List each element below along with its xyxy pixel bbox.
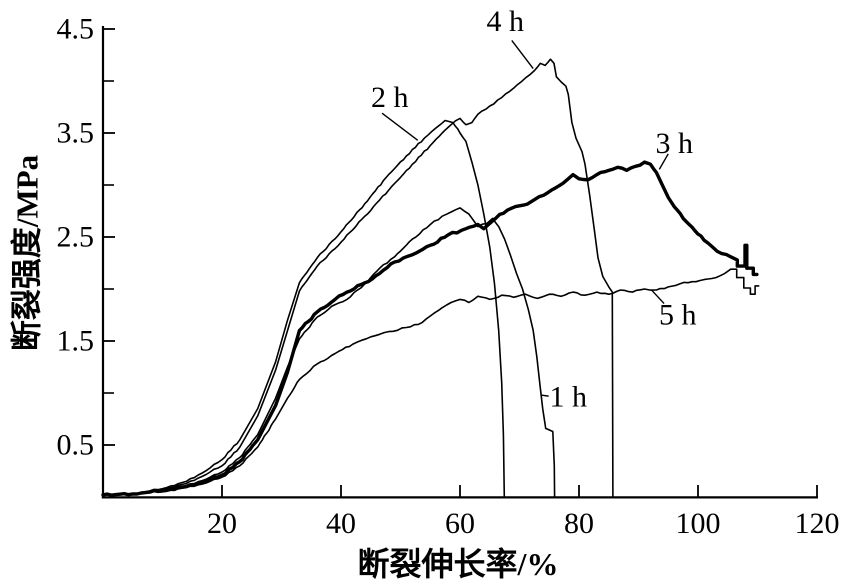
x-axis-title: 断裂伸长率/% <box>357 546 559 582</box>
x-tick-label: 100 <box>676 507 721 540</box>
curve-4h <box>102 58 614 498</box>
annotation-leader-3h <box>658 153 669 170</box>
annotation-leader-4h <box>511 40 534 69</box>
y-tick-label: 4.5 <box>57 13 95 46</box>
x-tick-label: 20 <box>207 507 237 540</box>
curve-3h <box>101 160 759 497</box>
annotation-leader-5h <box>651 289 665 305</box>
x-tick-label: 80 <box>564 507 594 540</box>
y-axis-title: 断裂强度/MPa <box>9 154 45 352</box>
series-label-5h: 5 h <box>659 299 697 332</box>
curve-1h <box>102 207 556 498</box>
y-tick-label: 1.5 <box>57 325 95 358</box>
x-tick-label: 120 <box>795 507 840 540</box>
x-tick-label: 60 <box>445 507 475 540</box>
series-label-1h: 1 h <box>550 381 588 414</box>
annotation-leader-1h <box>540 394 549 397</box>
curve-2h <box>102 119 506 498</box>
series-label-2h: 2 h <box>371 81 409 114</box>
y-tick-label: 3.5 <box>57 117 95 150</box>
curve-5h <box>102 268 760 496</box>
y-tick-label: 0.5 <box>57 429 95 462</box>
annotation-leader-2h <box>381 112 419 141</box>
y-tick-label: 2.5 <box>57 221 95 254</box>
x-tick-label: 40 <box>326 507 356 540</box>
series-label-3h: 3 h <box>655 127 693 160</box>
series-label-4h: 4 h <box>486 5 524 38</box>
